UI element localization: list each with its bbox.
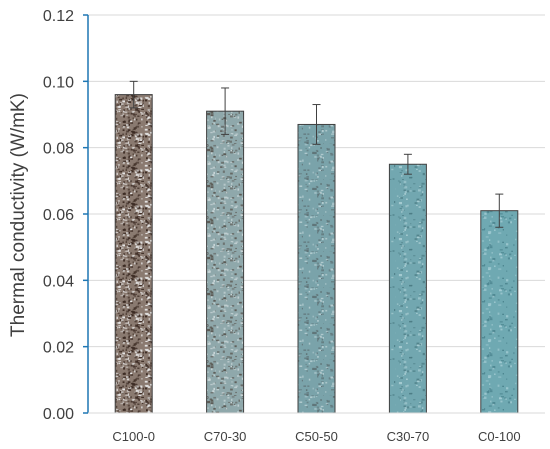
error-bars xyxy=(129,80,504,228)
bar-c50-50 xyxy=(297,123,336,414)
y-tick-label: 0.12 xyxy=(43,8,74,25)
error-bar-c50-50 xyxy=(312,104,321,145)
y-tick-label: 0.04 xyxy=(43,273,74,290)
bar-c0-100 xyxy=(480,210,519,414)
y-axis-title: Thermal conductivity (W/mK) xyxy=(8,93,29,337)
error-bar-c100-0 xyxy=(129,80,138,109)
axes xyxy=(83,14,545,414)
x-tick-label: C100-0 xyxy=(112,429,155,444)
bar-c30-70 xyxy=(388,163,427,414)
x-tick-label: C30-70 xyxy=(387,429,430,444)
y-tick-labels: 0.00 0.02 0.04 0.06 0.08 0.10 0.12 xyxy=(43,8,74,423)
y-tick-label: 0.10 xyxy=(43,74,74,91)
error-bar-c0-100 xyxy=(495,193,504,228)
error-bar-c30-70 xyxy=(403,153,412,175)
y-tick-label: 0.02 xyxy=(43,340,74,357)
x-tick-label: C0-100 xyxy=(478,429,521,444)
bar-c70-30 xyxy=(206,110,245,414)
error-bar-c70-30 xyxy=(221,87,230,135)
y-tick-label: 0.00 xyxy=(43,406,74,423)
y-tick-label: 0.08 xyxy=(43,141,74,158)
bar-c100-0 xyxy=(114,94,153,414)
x-tick-label: C50-50 xyxy=(295,429,338,444)
x-tick-labels: C100-0 C70-30 C50-50 C30-70 C0-100 xyxy=(112,429,520,444)
y-tick-label: 0.06 xyxy=(43,207,74,224)
x-tick-label: C70-30 xyxy=(204,429,247,444)
